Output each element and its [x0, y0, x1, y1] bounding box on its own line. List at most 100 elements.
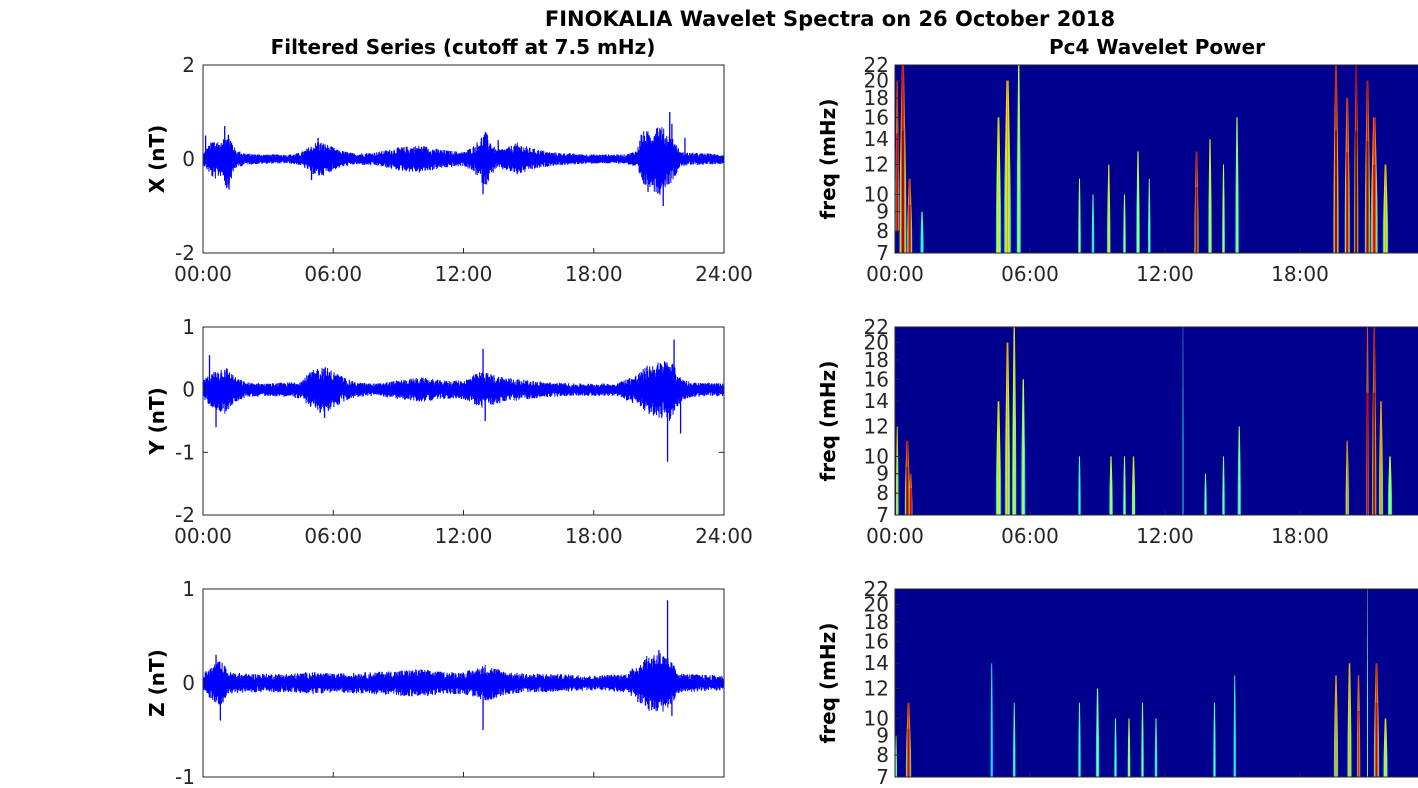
spectrum-2-power-burst: [1203, 473, 1208, 515]
spectrum-1-xtick-label: 18:00: [1271, 262, 1329, 286]
spectrum-1-power-burst: [1091, 194, 1095, 253]
series-1-ylabel: X (nT): [145, 125, 169, 194]
spectrum-2-ytick-label: 14: [864, 389, 889, 413]
series-1-xtick-label: 18:00: [565, 262, 623, 286]
spectrum-1-power-burst: [995, 117, 1002, 253]
spectrum-2-ytick-label: 7: [876, 503, 889, 527]
spectrum-2-ytick-label: 9: [876, 462, 889, 486]
spectrum-2-power-burst: [1011, 327, 1017, 515]
spectrum-3-power-burst: [1077, 702, 1082, 777]
spectrum-1-xtick-label: 06:00: [1001, 262, 1059, 286]
spectrum-3-ytick-label: 14: [864, 651, 889, 675]
spectrum-2-power-burst: [1237, 426, 1242, 515]
spectrum-1-power-burst: [1382, 164, 1389, 253]
spectrum-3-power-burst: [1154, 718, 1158, 777]
spectrum-3-power-burst: [1233, 675, 1237, 777]
spectrum-2-ytick-label: 22: [864, 315, 889, 339]
spectrum-3-power-burst: [1346, 663, 1353, 777]
spectrum-3-ytick-label: 9: [876, 724, 889, 748]
spectrum-1-power-burst: [1003, 80, 1012, 253]
spectrum-1-xtick-label: 00:00: [866, 262, 924, 286]
series-3-ytick-label: -1: [175, 765, 195, 788]
spectrum-3-power-burst: [1333, 675, 1339, 777]
series-2-ytick-label: -2: [175, 503, 195, 527]
spectrum-3-power-burst: [1382, 718, 1389, 777]
series-2-xtick-label: 12:00: [435, 524, 493, 548]
spectrum-3-power-burst: [1012, 702, 1016, 777]
spectrum-1-ytick-label: 22: [864, 53, 889, 77]
series-1-ytick-label: -2: [175, 241, 195, 265]
spectrum-3-power-burst: [1140, 702, 1145, 777]
spectrum-1-ytick-label: 8: [876, 219, 889, 243]
spectrum-3-power-burst: [1095, 688, 1100, 777]
spectrum-3-ytick-label: 8: [876, 743, 889, 767]
series-3-ytick-label: 1: [182, 577, 195, 601]
spectrum-1-ytick-label: 14: [864, 127, 889, 151]
spectrum-2-power-burst: [1077, 456, 1082, 515]
spectrum-3-ytick-label: 7: [876, 765, 889, 788]
spectrum-1-ytick-label: 7: [876, 241, 889, 265]
spectrum-2-power-burst: [1131, 456, 1136, 515]
spectrum-2-ytick-label: 16: [864, 367, 889, 391]
series-2-xtick-label: 06:00: [304, 524, 362, 548]
spectrum-1-power-burst: [1147, 178, 1151, 253]
spectrum-3-power-burst: [1212, 702, 1217, 777]
spectrum-2-ylabel: freq (mHz): [816, 361, 840, 482]
spectrum-1-power-burst: [1221, 164, 1226, 253]
spectrum-2-xtick-label: 12:00: [1136, 524, 1194, 548]
series-1-xtick-label: 24:00: [695, 262, 753, 286]
spectrum-3-ylabel: freq (mHz): [816, 623, 840, 744]
spectrum-1-ytick-label: 16: [864, 105, 889, 129]
spectrum-3-power-burst: [1113, 718, 1118, 777]
spectrum-2-ytick-label: 10: [864, 444, 889, 468]
series-2-xtick-label: 00:00: [174, 524, 232, 548]
spectrum-3-ytick-label: 18: [864, 610, 889, 634]
spectrum-2-power-burst: [1221, 456, 1226, 515]
spectrum-2-power-burst: [1378, 401, 1384, 515]
series-1-xtick-label: 12:00: [435, 262, 493, 286]
spectrum-2-xtick-label: 06:00: [1001, 524, 1059, 548]
spectrum-1-power-burst: [1135, 151, 1141, 253]
spectrum-1-ylabel: freq (mHz): [816, 99, 840, 220]
series-1-ytick-label: 0: [182, 147, 195, 171]
series-2-xtick-label: 24:00: [695, 524, 753, 548]
series-1-signal-line: [203, 127, 724, 195]
spectrum-3-ytick-label: 22: [864, 577, 889, 601]
spectrum-2-ytick-label: 12: [864, 415, 889, 439]
spectrum-1-panel: 7891012141618202200:0006:0012:0018:0000f…: [816, 53, 1418, 286]
series-2-plot-area: [203, 327, 724, 515]
spectrum-1-power-burst: [1106, 164, 1111, 253]
spectrum-1-xtick-label: 12:00: [1136, 262, 1194, 286]
spectrum-2-power-burst: [1182, 327, 1184, 515]
series-3-ytick-label: 0: [182, 671, 195, 695]
spectrum-3-power-burst: [1366, 589, 1369, 777]
spectrum-1-ytick-label: 10: [864, 182, 889, 206]
series-3-ylabel: Z (nT): [145, 649, 169, 717]
spectrum-1-plot-area: [895, 65, 1418, 253]
spectrum-2-power-burst: [1387, 456, 1393, 515]
spectrum-1-ytick-label: 18: [864, 86, 889, 110]
series-2-ytick-label: 1: [182, 315, 195, 339]
spectrum-2-ytick-label: 8: [876, 481, 889, 505]
series-1-panel: -2 0 2 00:00 06:00 12:00 18:00 24:00 X (nT): [145, 53, 753, 286]
spectrum-2-power-burst: [1020, 379, 1026, 515]
spectrum-2-ytick-label: 20: [864, 331, 889, 355]
spectrum-1-ytick-label: 20: [864, 69, 889, 93]
spectrum-1-power-burst: [1122, 194, 1127, 253]
series-2-panel: -2 -1 0 1 00:00 06:00 12:00 18:00 24:00 Y (nT): [145, 315, 753, 548]
spectrum-2-ytick-label: 18: [864, 348, 889, 372]
series-2-ytick-label: -1: [175, 440, 195, 464]
figure-title: FINOKALIA Wavelet Spectra on 26 October …: [545, 7, 1115, 31]
series-2-ytick-label: 0: [182, 378, 195, 402]
series-1-ytick-label: 2: [182, 53, 195, 77]
spectrum-3-power-burst: [1127, 718, 1131, 777]
spectrum-3-power-burst: [990, 663, 994, 777]
spectrum-3-ytick-label: 20: [864, 593, 889, 617]
series-2-signal-line: [203, 361, 724, 421]
spectrum-1-ytick-label: 9: [876, 200, 889, 224]
spectrum-2-panel: 7891012141618202200:0006:0012:0018:0000f…: [816, 315, 1418, 548]
series-2-xtick-label: 18:00: [565, 524, 623, 548]
spectrum-2-power-burst: [1108, 456, 1114, 515]
